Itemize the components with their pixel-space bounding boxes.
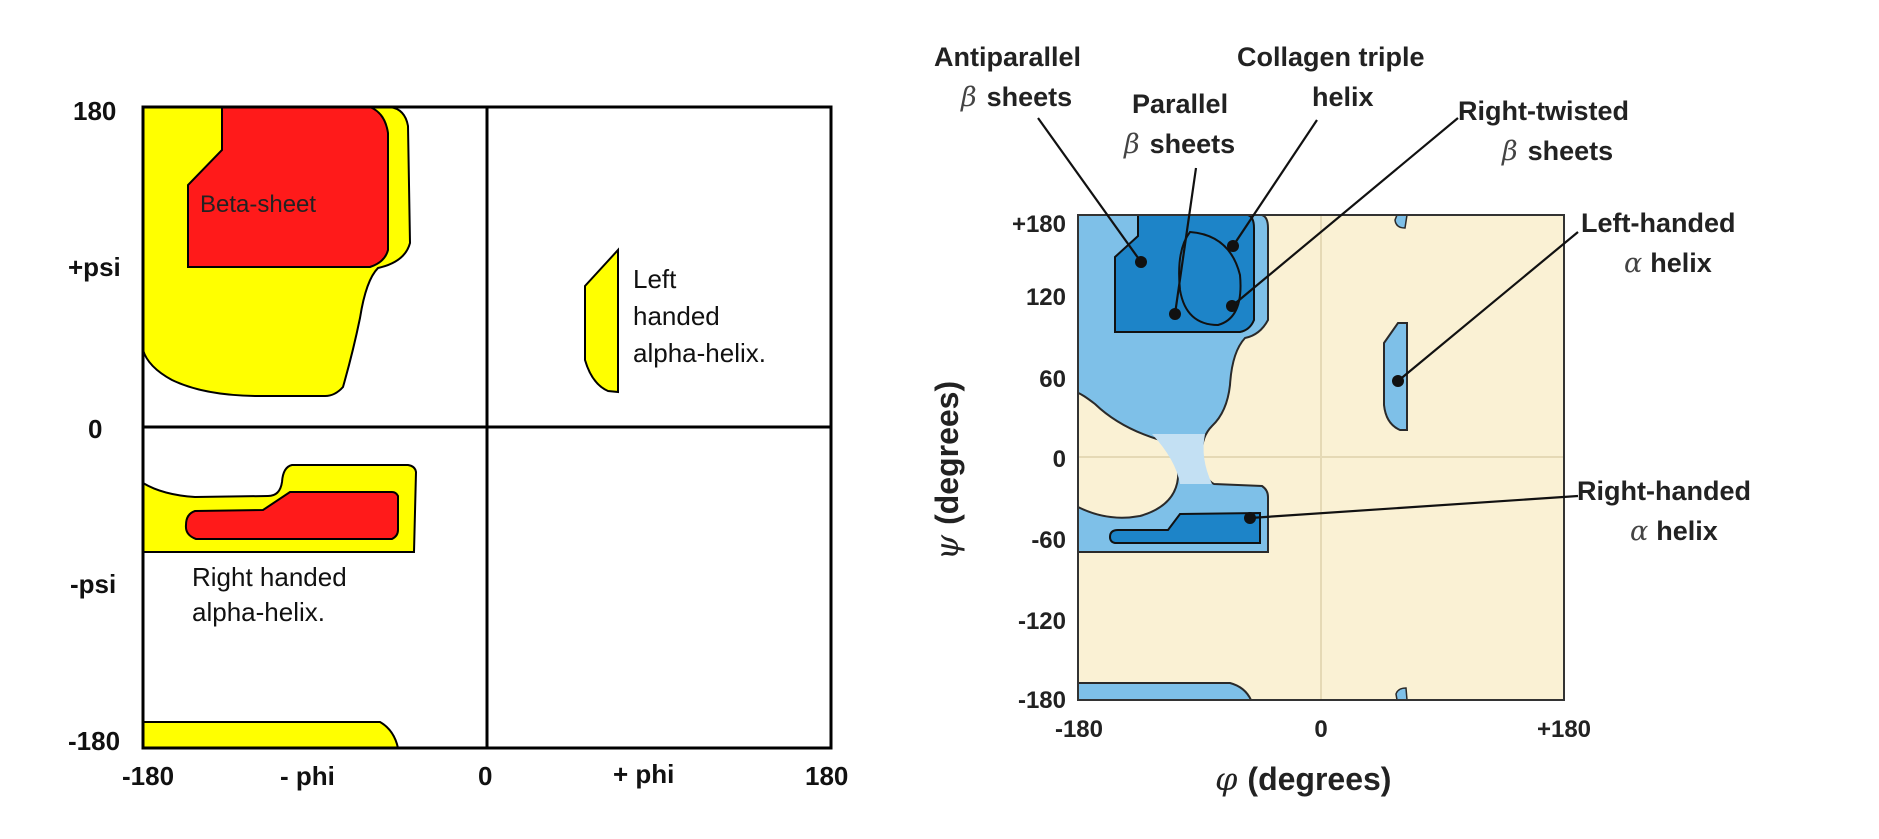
left-handed-label-line2: α helix [1624,248,1712,279]
right-handed-label-line1: Right-handed [1577,476,1751,506]
x-tick-minus-180: -180 [122,761,174,791]
x-tick-plus-180: +180 [1537,716,1591,743]
y-axis-title: ψ (degrees) [928,381,966,560]
parallel-leader [1173,167,1198,315]
x-axis-title: φ (degrees) [1215,760,1391,798]
beta-symbol: β [1123,129,1140,160]
bottom-allowed-region [142,721,400,749]
bottom-left-sliver [1077,682,1253,701]
right-helix-label-line1: Right handed [192,562,347,592]
alpha-symbol: α [1630,516,1648,547]
x-axis-unit: (degrees) [1247,761,1391,797]
y-tick-plus-180: +180 [1012,211,1066,238]
right-helix-label-line2: alpha-helix. [192,597,325,627]
collagen-label-line1: Collagen triple [1237,42,1425,72]
plot-frame [1077,214,1565,701]
right-ramachandran-panel: Antiparallel β sheets Parallel β sheets Co… [900,0,1879,839]
y-tick-minus-180: -180 [1018,687,1066,714]
left-handed-label-line1: Left-handed [1581,208,1736,238]
right-ramachandran-plot: Antiparallel β sheets Parallel β sheets Co… [928,42,1751,798]
neg-phi-label: - phi [280,761,335,791]
y-tick-180: 180 [73,96,116,126]
right-handed-label-line2: α helix [1630,516,1718,547]
collagen-label-line2: helix [1312,82,1374,112]
pos-phi-label: + phi [613,759,674,789]
right-handed-leader [1249,494,1579,520]
right-handed-helix-word: helix [1656,516,1718,546]
alpha-core-region [184,491,399,540]
y-tick-120: 120 [1026,284,1066,311]
left-ramachandran-panel: Beta-sheet Left handed alpha-helix. Righ… [0,0,900,839]
parallel-sheets-word: sheets [1150,129,1236,159]
right-twisted-label-line2: β sheets [1501,136,1613,167]
psi-symbol: ψ [928,534,966,560]
x-tick-0: 0 [1314,716,1327,743]
parallel-label-line2: β sheets [1123,129,1235,160]
x-tick-180: 180 [805,761,848,791]
y-tick-minus-60: -60 [1031,527,1066,554]
annotation-dots [1135,240,1404,524]
right-twisted-sheets-word: sheets [1528,136,1614,166]
top-edge-sliver [1394,214,1408,229]
phi-symbol: φ [1215,760,1238,798]
beta-core-region [1114,214,1255,333]
antiparallel-label-line1: Antiparallel [934,42,1081,72]
beta-sheet-label: Beta-sheet [200,191,316,218]
right-handed-dot [1244,512,1256,524]
leader-lines [1037,117,1579,520]
antiparallel-label-line2: β sheets [960,82,1072,113]
bridge-region [1152,434,1212,484]
x-tick-minus-180: -180 [1055,716,1103,743]
y-axis-unit: (degrees) [929,381,965,525]
left-ramachandran-plot: Beta-sheet Left handed alpha-helix. Righ… [68,96,848,791]
left-helix-allowed-region [584,247,619,394]
y-tick-0: 0 [88,414,102,444]
y-tick-0: 0 [1053,446,1066,473]
left-handed-leader [1397,231,1579,382]
right-twisted-leader [1231,117,1459,307]
left-handed-helix-word: helix [1650,248,1712,278]
left-helix-label-line1: Left [633,264,677,294]
beta-core-region [187,106,389,268]
alpha-core-region [1108,511,1261,544]
parallel-dot [1169,308,1181,320]
right-twisted-label-line1: Right-twisted [1458,96,1629,126]
beta-symbol: β [960,82,977,113]
right-twisted-dot [1226,300,1238,312]
y-tick-minus-180: -180 [68,726,120,756]
x-tick-0: 0 [478,761,492,791]
beta-symbol: β [1501,136,1518,167]
left-helix-label-line3: alpha-helix. [633,338,766,368]
collagen-dot [1227,240,1239,252]
alpha-symbol: α [1624,248,1642,279]
right-twisted-outline [1178,230,1242,327]
bottom-edge-sliver [1395,687,1408,701]
antiparallel-dot [1135,256,1147,268]
pos-psi-label: +psi [68,252,121,282]
y-tick-60: 60 [1039,366,1066,393]
antiparallel-leader [1037,117,1142,263]
y-tick-minus-120: -120 [1018,608,1066,635]
neg-psi-label: -psi [70,569,116,599]
left-handed-dot [1392,375,1404,387]
collagen-leader [1232,119,1318,247]
left-helix-label-line2: handed [633,301,720,331]
antiparallel-sheets-word: sheets [987,82,1073,112]
parallel-label-line1: Parallel [1132,89,1228,119]
